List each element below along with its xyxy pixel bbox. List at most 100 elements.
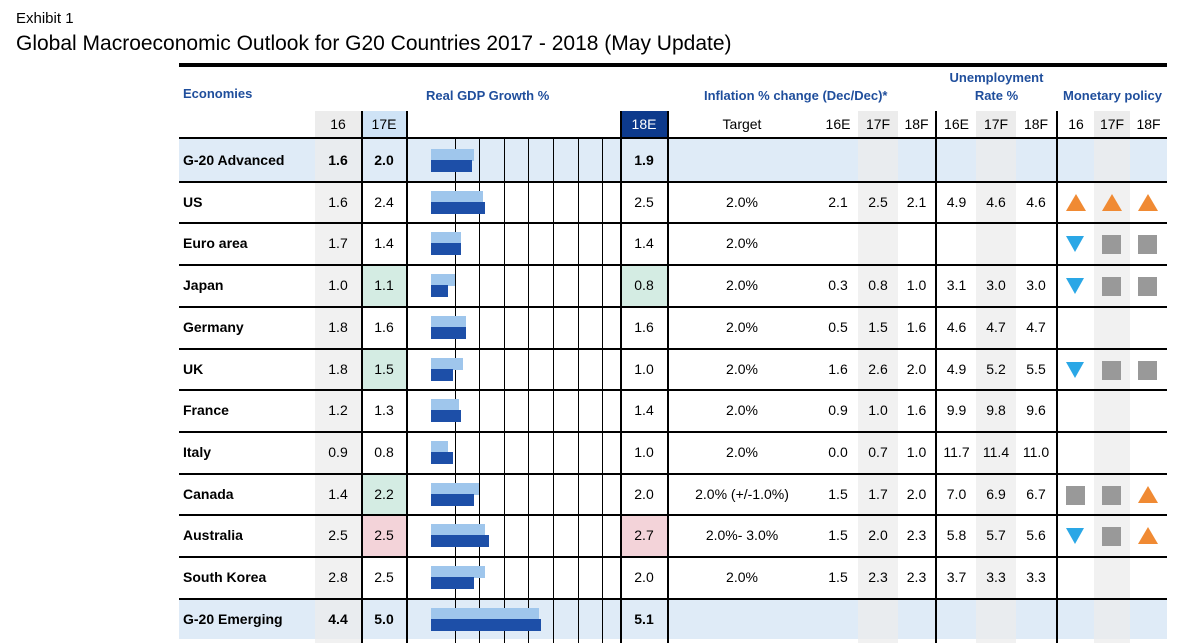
gdp-bar-17e bbox=[431, 483, 479, 495]
inflation-target: 2.0% bbox=[726, 277, 758, 294]
gdp-18e-value: 2.7 bbox=[634, 527, 654, 544]
subheader-gdp-16: 16 bbox=[315, 111, 361, 137]
header-unemployment-line2: Rate % bbox=[974, 88, 1019, 103]
gdp-16-value: 1.4 bbox=[328, 485, 348, 502]
gdp-bar-17e bbox=[431, 149, 474, 161]
gdp-bar-17e bbox=[431, 399, 459, 411]
inflation-target: 2.0% bbox=[726, 193, 758, 210]
row-separator bbox=[179, 389, 1167, 391]
unemployment-18f-value: 3.0 bbox=[1026, 277, 1046, 294]
gdp-bar-17e bbox=[431, 608, 539, 620]
rate-hike-up-triangle-icon bbox=[1102, 194, 1122, 211]
gdp-18e-value: 1.0 bbox=[634, 443, 654, 460]
economy-name: G-20 Advanced bbox=[183, 152, 285, 168]
rate-hold-square-icon bbox=[1102, 235, 1121, 254]
gdp-17e-value: 2.4 bbox=[374, 193, 394, 210]
unemployment-18f-value: 4.7 bbox=[1026, 318, 1046, 335]
inflation-17f-value: 0.7 bbox=[868, 443, 888, 460]
economy-name: US bbox=[183, 193, 203, 210]
unemployment-16e-value: 4.6 bbox=[946, 318, 967, 335]
gdp-17e-value: 1.1 bbox=[374, 277, 394, 294]
gdp-18e-value: 0.8 bbox=[634, 277, 654, 294]
gdp-bar-17e bbox=[431, 191, 483, 203]
economy-name: France bbox=[183, 402, 229, 419]
column-divider bbox=[935, 111, 937, 643]
inflation-16e-value bbox=[818, 140, 858, 181]
gdp-bar-18e bbox=[431, 243, 461, 255]
unemployment-17f-value: 6.9 bbox=[986, 485, 1006, 502]
unemployment-18f-value bbox=[1016, 223, 1056, 264]
column-divider bbox=[620, 111, 622, 643]
row-separator bbox=[179, 514, 1167, 516]
unemployment-17f-value bbox=[976, 599, 1016, 640]
inflation-target: 2.0% bbox=[726, 235, 758, 252]
column-divider bbox=[406, 111, 408, 643]
header-gdp: Real GDP Growth % bbox=[426, 88, 550, 103]
unemployment-17f-value: 3.3 bbox=[986, 569, 1006, 585]
subheader-monetary-17f: 17F bbox=[1094, 111, 1130, 137]
inflation-18f-value: 1.0 bbox=[906, 277, 927, 294]
unemployment-16e-value: 3.1 bbox=[946, 277, 967, 294]
inflation-target: 2.0% bbox=[726, 443, 758, 460]
gdp-bar-17e bbox=[431, 232, 461, 244]
gdp-bar-18e bbox=[431, 494, 474, 506]
inflation-17f-value: 1.0 bbox=[868, 402, 888, 419]
cell-highlight-18e bbox=[621, 266, 667, 306]
rate-hold-square-icon bbox=[1138, 361, 1157, 380]
inflation-18f-value: 2.1 bbox=[906, 193, 927, 210]
gdp-bar-17e bbox=[431, 274, 455, 286]
gdp-gridline bbox=[455, 139, 456, 643]
cell-highlight-18e bbox=[621, 516, 667, 556]
header-unemployment-line1: Unemployment bbox=[949, 70, 1044, 85]
unemployment-18f-value: 5.5 bbox=[1026, 360, 1046, 377]
gdp-17e-value: 1.6 bbox=[374, 318, 394, 335]
gdp-bar-18e bbox=[431, 577, 474, 589]
rate-hold-square-icon bbox=[1102, 277, 1121, 296]
rate-hold-square-icon bbox=[1066, 486, 1085, 505]
gdp-18e-value: 1.4 bbox=[634, 235, 654, 252]
economy-name: Australia bbox=[183, 527, 243, 544]
gdp-bar-18e bbox=[431, 285, 448, 297]
unemployment-17f-value: 11.4 bbox=[982, 443, 1010, 460]
header-rule bbox=[179, 137, 1167, 139]
inflation-16e-value: 2.1 bbox=[828, 193, 848, 210]
inflation-target bbox=[668, 599, 816, 640]
header-inflation: Inflation % change (Dec/Dec)* bbox=[704, 88, 888, 103]
unemployment-17f-value: 4.7 bbox=[986, 318, 1006, 335]
inflation-18f-value: 1.6 bbox=[906, 318, 927, 335]
cell-highlight-17e bbox=[363, 349, 406, 390]
unemployment-16e-value bbox=[937, 140, 976, 181]
gdp-bar-17e bbox=[431, 441, 448, 453]
inflation-16e-value: 1.5 bbox=[828, 485, 848, 502]
unemployment-18f-value bbox=[1016, 599, 1056, 640]
inflation-18f-value bbox=[898, 223, 935, 264]
page-title: Global Macroeconomic Outlook for G20 Cou… bbox=[16, 32, 732, 55]
inflation-17f-value: 2.6 bbox=[868, 360, 888, 377]
cell-highlight-17e bbox=[363, 516, 406, 556]
gdp-18e-value: 2.0 bbox=[634, 485, 654, 502]
inflation-17f-value bbox=[858, 599, 898, 640]
gdp-17e-value: 2.5 bbox=[374, 569, 394, 585]
inflation-17f-value: 1.7 bbox=[868, 485, 888, 502]
unemployment-18f-value: 9.6 bbox=[1026, 402, 1046, 419]
gdp-18e-value: 1.9 bbox=[634, 152, 654, 168]
inflation-target: 2.0% bbox=[726, 360, 758, 377]
inflation-18f-value: 2.0 bbox=[906, 485, 927, 502]
inflation-17f-value: 2.0 bbox=[868, 527, 888, 544]
inflation-16e-value bbox=[818, 223, 858, 264]
header-monetary: Monetary policy bbox=[1063, 88, 1162, 103]
unemployment-17f-value: 5.7 bbox=[986, 527, 1006, 544]
column-divider bbox=[667, 111, 669, 643]
gdp-bar-18e bbox=[431, 160, 472, 172]
unemployment-16e-value: 7.0 bbox=[946, 485, 967, 502]
subheader-gdp-18e: 18E bbox=[621, 111, 667, 137]
gdp-17e-value: 0.8 bbox=[374, 443, 394, 460]
row-separator bbox=[179, 222, 1167, 224]
unemployment-17f-value: 3.0 bbox=[986, 277, 1006, 294]
gdp-bar-18e bbox=[431, 327, 466, 339]
gdp-16-value: 4.4 bbox=[328, 610, 348, 627]
unemployment-18f-value: 6.7 bbox=[1026, 485, 1046, 502]
inflation-target: 2.0% bbox=[726, 569, 758, 585]
unemployment-16e-value bbox=[937, 223, 976, 264]
inflation-17f-value: 1.5 bbox=[868, 318, 888, 335]
